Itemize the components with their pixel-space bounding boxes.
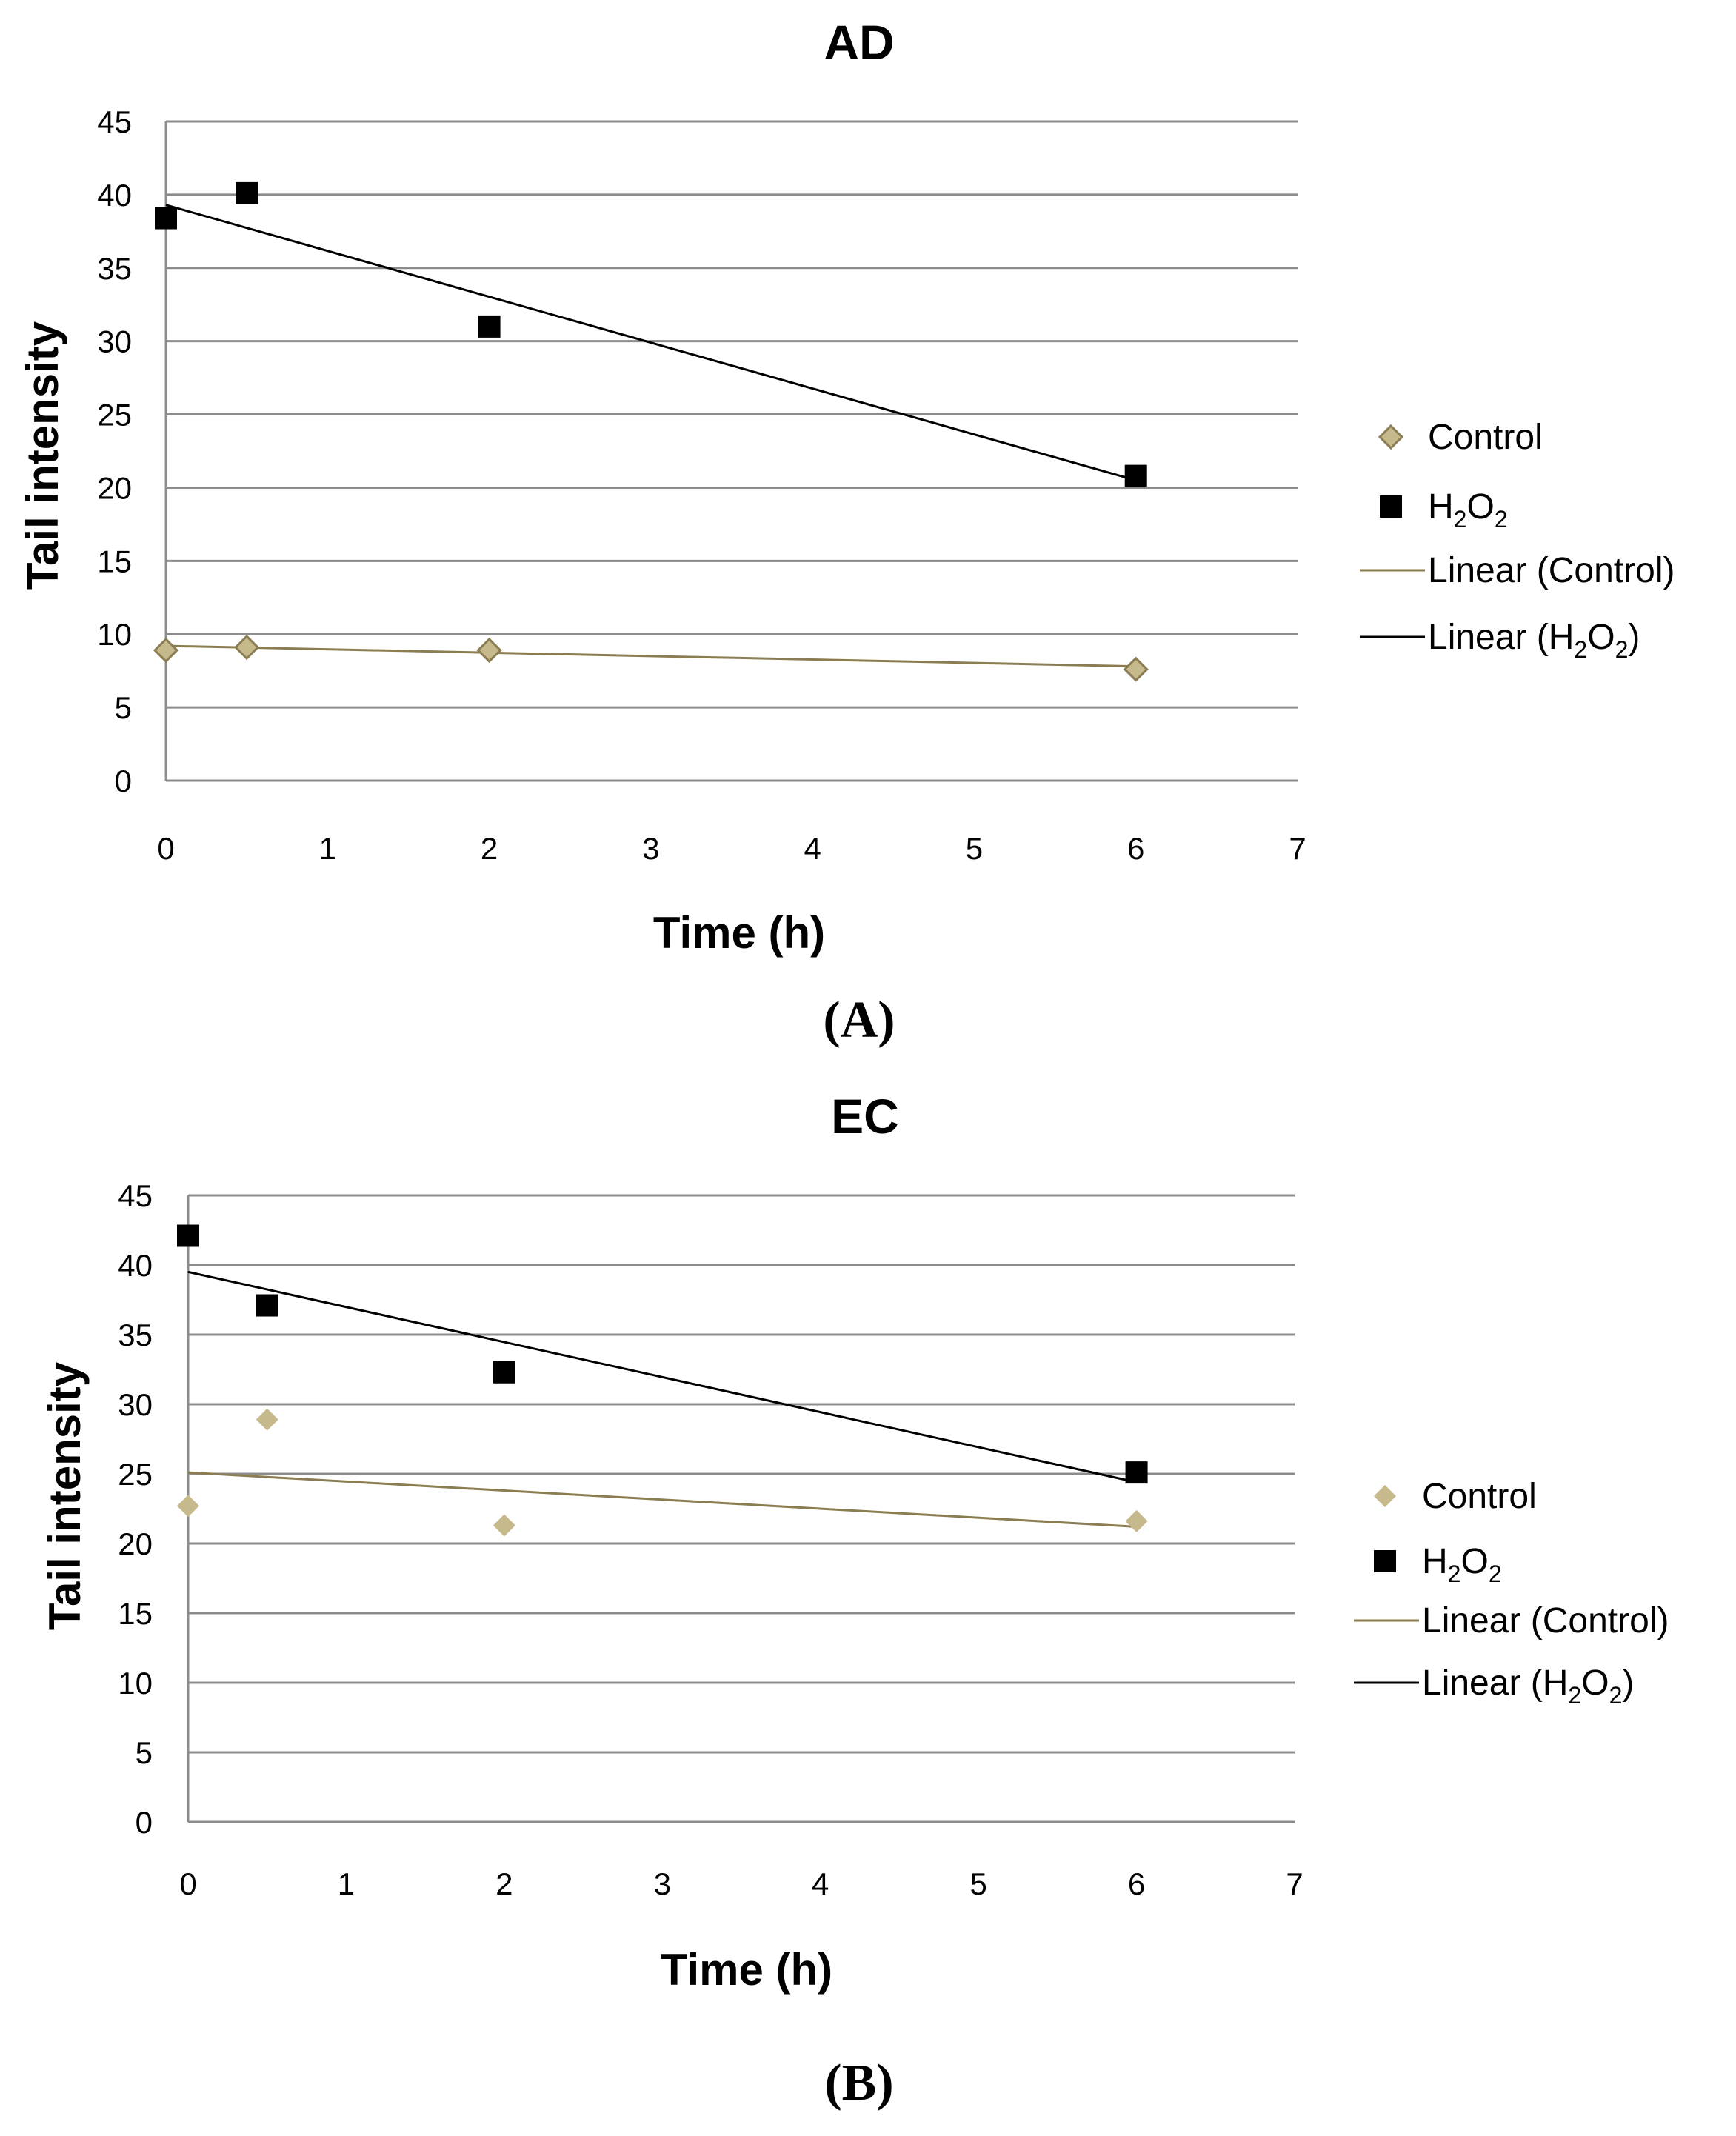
h2o2-point bbox=[236, 181, 258, 204]
y-tick-label: 20 bbox=[118, 1526, 153, 1561]
control-point bbox=[1123, 656, 1149, 682]
h2o2-point bbox=[1124, 464, 1147, 487]
h2o2-point bbox=[1125, 1461, 1148, 1484]
chart-title: EC bbox=[831, 1089, 899, 1144]
legend-h2o2-label: H2O2 bbox=[1422, 1542, 1502, 1587]
data-points bbox=[153, 181, 1149, 682]
legend-control-marker bbox=[1378, 424, 1404, 450]
y-tick-label: 10 bbox=[118, 1666, 153, 1701]
trendlines bbox=[187, 1270, 1137, 1528]
control-point bbox=[234, 634, 260, 661]
x-tick-label: 5 bbox=[969, 1866, 986, 1901]
y-tick-label: 0 bbox=[136, 1805, 153, 1840]
y-tick-label: 5 bbox=[136, 1735, 153, 1770]
panel-label: (A) bbox=[823, 992, 895, 1049]
legend-control-label: Control bbox=[1428, 418, 1543, 457]
chart-title: AD bbox=[824, 15, 894, 70]
legend-linear-h2o2-label: Linear (H2O2) bbox=[1422, 1663, 1634, 1709]
x-tick-label: 4 bbox=[812, 1866, 829, 1901]
y-tick-label: 40 bbox=[118, 1248, 153, 1283]
x-tick-label: 1 bbox=[319, 831, 336, 866]
legend-h2o2-marker bbox=[1380, 495, 1402, 518]
h2o2-point bbox=[493, 1361, 515, 1384]
y-tick-label: 30 bbox=[97, 324, 132, 359]
grid-lines bbox=[166, 120, 1298, 709]
y-tick-label: 25 bbox=[118, 1457, 153, 1492]
x-tick-label: 2 bbox=[495, 1866, 513, 1901]
h2o2-point bbox=[478, 315, 501, 338]
y-tick-label: 35 bbox=[118, 1318, 153, 1352]
x-tick-label: 3 bbox=[642, 831, 659, 866]
legend: Control H2O2 Linear (Control) Linear (H2O2) bbox=[1360, 418, 1675, 663]
trendline bbox=[187, 1270, 1137, 1483]
y-tick-labels: 0 5 10 15 20 25 30 35 40 45 bbox=[97, 104, 132, 798]
axes bbox=[187, 1195, 1295, 1823]
y-tick-label: 15 bbox=[97, 544, 132, 578]
data-points bbox=[177, 1224, 1148, 1537]
y-tick-label: 45 bbox=[118, 1178, 153, 1213]
x-axis-label: Time (h) bbox=[661, 1945, 832, 1995]
legend-control-marker bbox=[1374, 1485, 1396, 1507]
legend-linear-h2o2-label: Linear (H2O2) bbox=[1428, 618, 1640, 663]
x-tick-label: 1 bbox=[338, 1866, 355, 1901]
legend: Control H2O2 Linear (Control) Linear (H2O2) bbox=[1354, 1477, 1669, 1709]
panel-label: (B) bbox=[824, 2055, 893, 2112]
x-tick-label: 5 bbox=[966, 831, 983, 866]
x-tick-label: 0 bbox=[157, 831, 174, 866]
x-tick-labels: 0 1 2 3 4 5 6 7 bbox=[157, 831, 1306, 866]
x-tick-label: 6 bbox=[1128, 1866, 1145, 1901]
control-point bbox=[1125, 1509, 1148, 1532]
legend-control-label: Control bbox=[1422, 1477, 1537, 1516]
control-point bbox=[476, 637, 502, 664]
y-tick-label: 5 bbox=[115, 690, 132, 725]
control-point bbox=[177, 1495, 199, 1518]
x-tick-label: 7 bbox=[1286, 1866, 1303, 1901]
y-tick-labels: 0 5 10 15 20 25 30 35 40 45 bbox=[118, 1178, 153, 1840]
h2o2-point bbox=[155, 207, 177, 230]
y-tick-label: 40 bbox=[97, 178, 132, 213]
legend-h2o2-marker bbox=[1374, 1550, 1396, 1572]
control-point bbox=[493, 1514, 515, 1537]
y-tick-label: 10 bbox=[97, 617, 132, 652]
y-tick-label: 25 bbox=[97, 398, 132, 433]
x-tick-label: 2 bbox=[481, 831, 498, 866]
x-axis-label: Time (h) bbox=[653, 908, 825, 958]
y-tick-label: 35 bbox=[97, 251, 132, 286]
grid-lines bbox=[188, 1194, 1295, 1754]
x-tick-label: 4 bbox=[804, 831, 821, 866]
x-tick-label: 7 bbox=[1289, 831, 1306, 866]
trendline bbox=[165, 644, 1136, 668]
legend-linear-control-label: Linear (Control) bbox=[1422, 1601, 1669, 1641]
y-axis-label: Tail intensity bbox=[18, 321, 67, 590]
legend-h2o2-label: H2O2 bbox=[1428, 487, 1508, 533]
x-tick-label: 0 bbox=[179, 1866, 196, 1901]
y-tick-label: 0 bbox=[115, 764, 132, 798]
y-tick-label: 45 bbox=[97, 104, 132, 139]
control-point bbox=[256, 1408, 278, 1431]
y-tick-label: 15 bbox=[118, 1596, 153, 1631]
y-tick-label: 30 bbox=[118, 1387, 153, 1422]
axes bbox=[164, 121, 1298, 782]
trendline bbox=[187, 1471, 1137, 1528]
legend-linear-control-label: Linear (Control) bbox=[1428, 551, 1675, 590]
h2o2-point bbox=[177, 1224, 199, 1247]
h2o2-point bbox=[256, 1294, 278, 1317]
y-axis-label: Tail intensity bbox=[40, 1361, 90, 1630]
control-point bbox=[153, 637, 179, 664]
x-tick-label: 6 bbox=[1127, 831, 1144, 866]
y-tick-label: 20 bbox=[97, 470, 132, 505]
trendline bbox=[165, 204, 1137, 481]
x-tick-labels: 0 1 2 3 4 5 6 7 bbox=[179, 1866, 1303, 1901]
trendlines bbox=[165, 204, 1137, 668]
x-tick-label: 3 bbox=[654, 1866, 671, 1901]
